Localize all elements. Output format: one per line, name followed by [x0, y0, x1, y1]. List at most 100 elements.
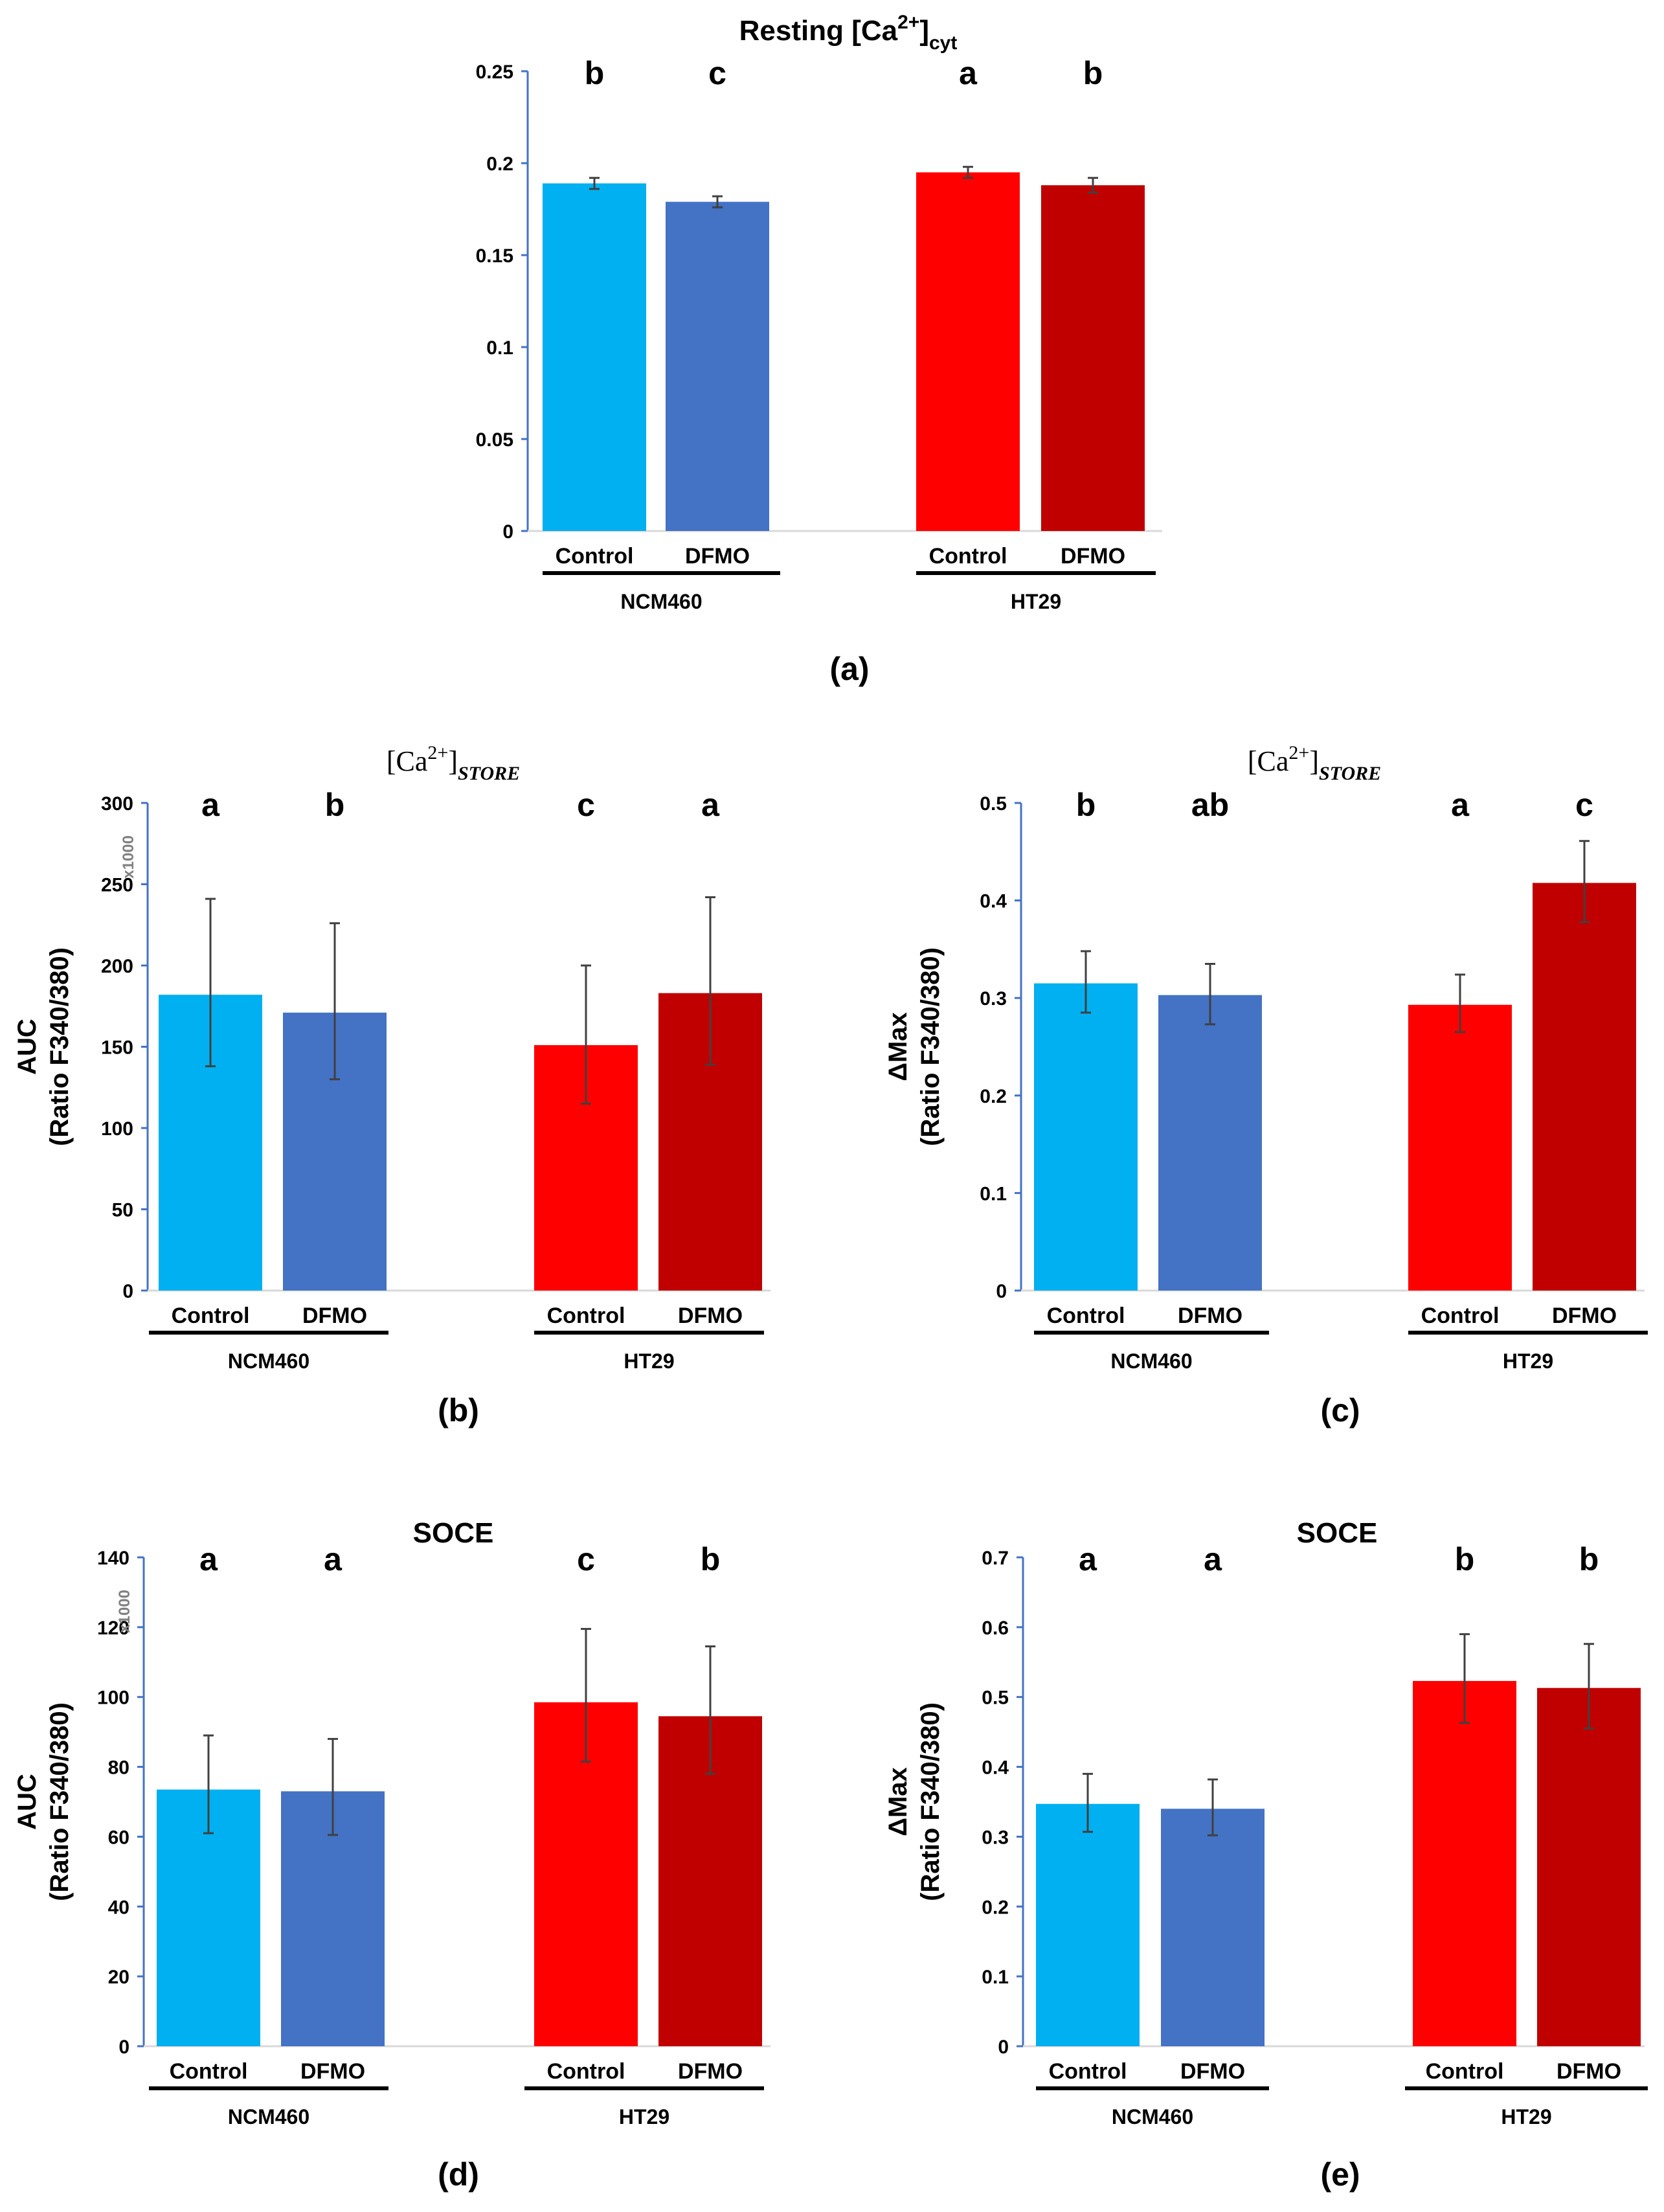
category-label: Control	[1421, 1304, 1500, 1328]
group-label: NCM460	[1112, 2105, 1193, 2128]
category-label: DFMO	[678, 2059, 743, 2084]
category-label: Control	[547, 1304, 625, 1328]
category-label: DFMO	[1061, 544, 1125, 569]
title-charge: 2+	[897, 12, 919, 33]
category-label: Control	[1426, 2059, 1504, 2084]
y-axis-label-line: ΔMax	[884, 1767, 912, 1836]
chart-title: [Ca2+]STORE	[1248, 742, 1381, 784]
significance-letter: c	[577, 1541, 595, 1577]
y-tick-label: 60	[108, 1827, 129, 1848]
y-tick-label: 120	[97, 1618, 129, 1639]
bar-dfmo-ht29	[1533, 883, 1636, 1291]
significance-letter: a	[201, 787, 220, 823]
panel-label: (a)	[829, 651, 869, 687]
title-bracket-open: [	[1248, 745, 1257, 777]
y-tick-label: 0.05	[476, 429, 513, 451]
axis-multiplier: x1000	[120, 835, 137, 879]
y-tick-label: 0	[122, 1281, 133, 1302]
category-label: Control	[1047, 1304, 1125, 1328]
y-tick-label: 0.25	[476, 62, 513, 83]
category-label: DFMO	[685, 544, 750, 569]
y-tick-label: 0.2	[982, 1897, 1009, 1918]
title-bracket-close: ]	[448, 745, 458, 777]
group-label: HT29	[619, 2105, 669, 2128]
title-subscript: cyt	[929, 32, 957, 54]
y-tick-label: 0.1	[982, 1967, 1009, 1988]
panel-d-soce-auc: SOCE 0 20 40 60 80 100 120 140 x1000 AUC (Ratio F34…	[13, 1517, 770, 2193]
panel-a-resting-ca-cyt: Resting [Ca2+]cyt 0 0.05 0.1 0.15 0.2 0.25 b Con…	[476, 12, 1162, 687]
bar-control-ht29	[916, 172, 1020, 531]
category-label: Control	[1049, 2059, 1127, 2084]
y-axis-label-line: (Ratio F340/380)	[916, 947, 945, 1146]
group-label: NCM460	[620, 590, 702, 613]
significance-letter: b	[1076, 787, 1096, 823]
chart-title: SOCE	[413, 1517, 494, 1549]
panel-label: (c)	[1320, 1392, 1360, 1428]
significance-letter: b	[325, 787, 345, 823]
group-label: NCM460	[228, 2105, 309, 2128]
y-tick-label: 140	[97, 1548, 129, 1569]
category-label: DFMO	[1178, 1304, 1242, 1328]
y-tick-label: 0	[996, 1281, 1007, 1302]
panel-b-ca-store-auc: [Ca2+]STORE 0 50 100 150 200 250 300 x1000 AUC (Ra…	[13, 742, 770, 1428]
significance-letter: c	[577, 787, 595, 823]
group-label: HT29	[624, 1349, 674, 1373]
title-subscript: STORE	[1319, 763, 1381, 784]
y-axis-label-line: (Ratio F340/380)	[45, 1702, 74, 1901]
y-tick-label: 0.15	[476, 245, 513, 267]
significance-letter: a	[1079, 1541, 1097, 1577]
significance-letter: a	[701, 787, 720, 823]
y-tick-label: 0.1	[980, 1183, 1007, 1204]
group-label: HT29	[1501, 2105, 1551, 2128]
bar-control-ht29	[1413, 1680, 1516, 2046]
y-tick-label: 0	[502, 521, 513, 543]
significance-letter: b	[1455, 1541, 1475, 1577]
significance-letter: c	[708, 55, 726, 91]
y-tick-label: 40	[108, 1897, 129, 1918]
title-charge: 2+	[1288, 742, 1309, 763]
y-tick-label: 250	[101, 875, 133, 896]
y-tick-label: 50	[112, 1200, 133, 1221]
significance-letter: b	[1083, 55, 1103, 91]
chart-title: SOCE	[1297, 1517, 1378, 1549]
title-species: Ca	[396, 745, 428, 777]
y-tick-label: 0.2	[980, 1086, 1007, 1107]
y-tick-label: 0.1	[486, 337, 513, 359]
bar-dfmo-ncm460	[666, 201, 769, 531]
category-label: Control	[172, 1304, 250, 1328]
y-tick-label: 0.4	[982, 1757, 1009, 1779]
y-tick-label: 0.2	[486, 153, 513, 175]
category-label: Control	[547, 2059, 625, 2084]
category-label: Control	[170, 2059, 248, 2084]
significance-letter: a	[1451, 787, 1470, 823]
category-label: DFMO	[302, 1304, 367, 1328]
title-bracket-open: [	[387, 745, 396, 777]
title-prefix: Resting	[739, 15, 852, 47]
y-tick-label: 0.6	[982, 1618, 1009, 1639]
significance-letter: a	[199, 1541, 218, 1577]
y-axis-label-line: AUC	[13, 1774, 41, 1830]
category-label: DFMO	[1180, 2059, 1245, 2084]
title-bracket-close: ]	[1309, 745, 1319, 777]
y-tick-label: 0.3	[982, 1827, 1009, 1848]
bar-control-ncm460	[543, 183, 646, 531]
panel-label: (e)	[1320, 2156, 1360, 2193]
y-tick-label: 100	[97, 1687, 129, 1709]
significance-letter: a	[324, 1541, 343, 1577]
y-tick-label: 0.3	[980, 988, 1007, 1010]
y-tick-label: 0	[998, 2037, 1009, 2058]
y-tick-label: 0	[118, 2037, 129, 2058]
y-axis-label: AUC (Ratio F340/380)	[13, 947, 74, 1146]
title-species: Ca	[861, 15, 898, 47]
significance-letter: a	[1204, 1541, 1222, 1577]
category-label: DFMO	[1557, 2059, 1621, 2084]
y-tick-label: 200	[101, 956, 133, 977]
y-tick-label: 0.7	[982, 1548, 1009, 1569]
bar-control-ncm460	[1036, 1803, 1140, 2046]
chart-title: Resting [Ca2+]cyt	[739, 12, 958, 54]
title-bracket-close: ]	[919, 15, 929, 47]
group-label: HT29	[1503, 1349, 1553, 1373]
y-axis-label-line: (Ratio F340/380)	[916, 1702, 945, 1901]
y-tick-label: 0.4	[980, 891, 1007, 912]
